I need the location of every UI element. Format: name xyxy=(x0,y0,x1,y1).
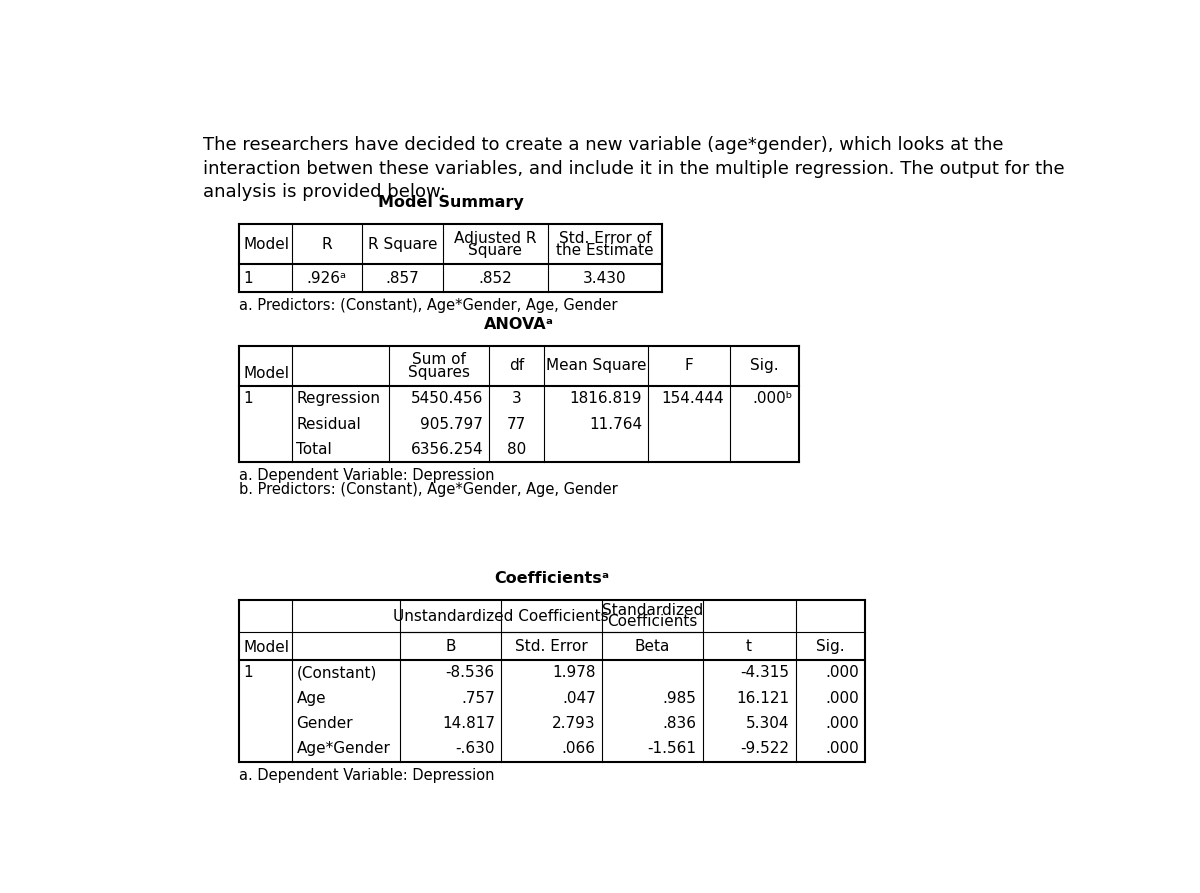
Text: .926ᵃ: .926ᵃ xyxy=(307,271,347,286)
Text: Adjusted R: Adjusted R xyxy=(454,230,536,246)
Text: Model: Model xyxy=(244,640,289,655)
Text: Age*Gender: Age*Gender xyxy=(296,741,390,756)
Text: 6356.254: 6356.254 xyxy=(410,442,484,457)
Text: The researchers have decided to create a new variable (age*gender), which looks : The researchers have decided to create a… xyxy=(203,137,1003,154)
Text: .757: .757 xyxy=(461,690,494,705)
Text: .000: .000 xyxy=(826,690,859,705)
Text: analysis is provided below:: analysis is provided below: xyxy=(203,183,445,201)
Text: interaction betwen these variables, and include it in the multiple regression. T: interaction betwen these variables, and … xyxy=(203,160,1064,178)
Text: Square: Square xyxy=(468,243,522,258)
Text: 1: 1 xyxy=(244,271,253,286)
Text: 5450.456: 5450.456 xyxy=(410,391,484,406)
Text: .985: .985 xyxy=(662,690,696,705)
Text: .047: .047 xyxy=(562,690,595,705)
Text: 11.764: 11.764 xyxy=(589,416,642,431)
Text: a. Dependent Variable: Depression: a. Dependent Variable: Depression xyxy=(239,768,494,783)
Text: 1.978: 1.978 xyxy=(552,665,595,680)
Text: -4.315: -4.315 xyxy=(740,665,790,680)
Text: .000: .000 xyxy=(826,741,859,756)
Text: 14.817: 14.817 xyxy=(442,716,494,731)
Text: 16.121: 16.121 xyxy=(737,690,790,705)
Text: 1: 1 xyxy=(244,665,253,680)
Text: .836: .836 xyxy=(662,716,696,731)
Text: R Square: R Square xyxy=(367,237,437,252)
Text: Coefficientsᵃ: Coefficientsᵃ xyxy=(494,572,610,586)
Text: Std. Error of: Std. Error of xyxy=(559,230,652,246)
Text: .066: .066 xyxy=(562,741,595,756)
Text: 77: 77 xyxy=(506,416,527,431)
Text: Gender: Gender xyxy=(296,716,353,731)
Text: 154.444: 154.444 xyxy=(661,391,724,406)
Text: b. Predictors: (Constant), Age*Gender, Age, Gender: b. Predictors: (Constant), Age*Gender, A… xyxy=(239,482,618,497)
Text: 905.797: 905.797 xyxy=(420,416,484,431)
Text: Mean Square: Mean Square xyxy=(546,358,647,373)
Text: Sig.: Sig. xyxy=(750,358,779,373)
Text: Standardized: Standardized xyxy=(601,604,703,618)
Text: df: df xyxy=(509,358,524,373)
Text: a. Dependent Variable: Depression: a. Dependent Variable: Depression xyxy=(239,468,494,483)
Text: Age: Age xyxy=(296,690,326,705)
Text: Regression: Regression xyxy=(296,391,380,406)
Text: .000: .000 xyxy=(826,665,859,680)
Text: ANOVAᵃ: ANOVAᵃ xyxy=(485,317,554,332)
Text: -1.561: -1.561 xyxy=(647,741,696,756)
Text: .857: .857 xyxy=(385,271,419,286)
Text: .000: .000 xyxy=(826,716,859,731)
Text: the Estimate: the Estimate xyxy=(556,243,654,258)
Text: .000ᵇ: .000ᵇ xyxy=(752,391,793,406)
Text: 3: 3 xyxy=(511,391,522,406)
Text: Std. Error: Std. Error xyxy=(515,638,588,654)
Text: -8.536: -8.536 xyxy=(445,665,494,680)
Text: -9.522: -9.522 xyxy=(740,741,790,756)
Text: (Constant): (Constant) xyxy=(296,665,377,680)
Text: 1816.819: 1816.819 xyxy=(570,391,642,406)
Text: a. Predictors: (Constant), Age*Gender, Age, Gender: a. Predictors: (Constant), Age*Gender, A… xyxy=(239,298,618,313)
Text: Squares: Squares xyxy=(408,364,470,380)
Text: 2.793: 2.793 xyxy=(552,716,595,731)
Text: Unstandardized Coefficients: Unstandardized Coefficients xyxy=(394,609,608,623)
Text: 1: 1 xyxy=(244,391,253,406)
Text: 3.430: 3.430 xyxy=(583,271,626,286)
Text: Total: Total xyxy=(296,442,332,457)
Text: Beta: Beta xyxy=(635,638,670,654)
Text: Coefficients: Coefficients xyxy=(607,614,697,629)
Text: t: t xyxy=(746,638,752,654)
Text: Residual: Residual xyxy=(296,416,361,431)
Text: Sum of: Sum of xyxy=(412,352,466,367)
Text: 80: 80 xyxy=(506,442,527,457)
Text: R: R xyxy=(322,237,332,252)
Text: 5.304: 5.304 xyxy=(746,716,790,731)
Text: -.630: -.630 xyxy=(455,741,494,756)
Text: .852: .852 xyxy=(479,271,512,286)
Text: Model Summary: Model Summary xyxy=(378,196,523,211)
Text: F: F xyxy=(685,358,694,373)
Text: Model: Model xyxy=(244,366,289,381)
Text: Model: Model xyxy=(244,237,289,252)
Text: B: B xyxy=(445,638,456,654)
Text: Sig.: Sig. xyxy=(816,638,845,654)
